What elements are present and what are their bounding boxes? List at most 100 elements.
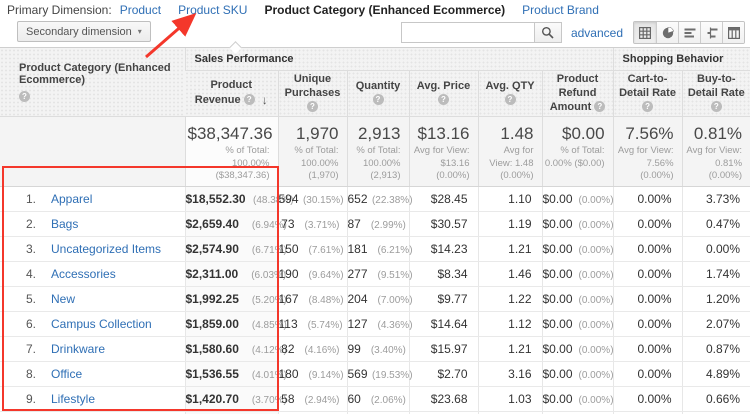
- pivot-view-button[interactable]: [722, 22, 744, 43]
- help-icon[interactable]: ?: [594, 100, 606, 112]
- revenue-cell: $1,859.00 (4.85%): [184, 311, 287, 338]
- dimension-column-header[interactable]: Product Category (Enhanced Ecommerce) ?: [0, 46, 185, 118]
- category-cell: 7. Drinkware: [0, 336, 185, 363]
- table-row: 3. Uncategorized Items $2,574.90 (6.71%) 1…: [0, 236, 750, 263]
- totals-unique-purchases: 1,970 % of Total: 100.00% (1,970): [277, 116, 347, 188]
- quantity-percent: (19.53%): [371, 370, 413, 382]
- row-index: 9.: [25, 392, 36, 407]
- refund-value: $0.00: [542, 392, 573, 407]
- column-header-product-revenue[interactable]: Product Revenue ? ↓: [185, 69, 278, 118]
- help-icon[interactable]: ?: [243, 94, 255, 105]
- category-link[interactable]: Accessories: [51, 267, 116, 282]
- column-header-avg-qty[interactable]: Avg. QTY ?: [477, 69, 542, 118]
- secondary-dimension-button[interactable]: Secondary dimension ▾: [17, 21, 151, 42]
- cart-to-detail-cell: 0.00%: [612, 361, 683, 388]
- cart-to-detail-cell: 0.00%: [612, 311, 683, 338]
- column-header-avg-price[interactable]: Avg. Price ?: [408, 69, 478, 118]
- tab-product-category-enhanced-ecommerce-[interactable]: Product Category (Enhanced Ecommerce): [264, 3, 506, 17]
- category-link[interactable]: Apparel: [51, 192, 93, 207]
- unique-purchases-value: 167: [278, 292, 299, 307]
- pie-chart-icon: [662, 26, 674, 38]
- category-cell: 1. Apparel: [0, 186, 185, 213]
- avg-price-cell: $2.70: [408, 361, 478, 388]
- avg-qty-cell: 1.46: [477, 261, 542, 288]
- quantity-value: 99: [347, 342, 361, 357]
- performance-view-button[interactable]: [678, 22, 700, 43]
- row-index: 3.: [25, 242, 36, 257]
- percentage-view-button[interactable]: [656, 22, 678, 43]
- help-icon[interactable]: ?: [642, 100, 654, 112]
- refund-cell: $0.00(0.00%): [541, 286, 614, 313]
- revenue-percent: (3.70%): [251, 395, 287, 407]
- cart-to-detail-cell: 0.00%: [612, 211, 683, 238]
- advanced-search-link[interactable]: advanced: [570, 25, 623, 40]
- tab-product[interactable]: Product: [119, 3, 162, 17]
- revenue-value: $1,420.70: [185, 392, 239, 407]
- category-cell: 10.Clearance: [0, 411, 185, 414]
- avg-qty-cell: 1.21: [477, 236, 542, 263]
- help-icon[interactable]: ?: [710, 100, 722, 112]
- revenue-value: $1,992.25: [185, 292, 239, 307]
- help-icon[interactable]: ?: [438, 93, 449, 105]
- tab-product-sku[interactable]: Product SKU: [178, 3, 248, 17]
- column-header-unique-purchases[interactable]: Unique Purchases ?: [277, 69, 347, 118]
- quantity-percent: (22.38%): [371, 195, 413, 207]
- totals-cart-to-detail-rate: 7.56% Avg for View: 7.56% (0.00%): [612, 116, 683, 188]
- avg-qty-cell: 1.52: [477, 411, 542, 414]
- refund-percent: (0.00%): [578, 295, 614, 307]
- cart-to-detail-cell: 0.00%: [612, 186, 683, 213]
- refund-cell: $0.00(0.00%): [541, 186, 614, 213]
- quantity-cell: 181 (6.21%): [346, 236, 413, 263]
- avg-qty-cell: 1.22: [477, 286, 542, 313]
- comparison-view-button[interactable]: [700, 22, 722, 43]
- revenue-percent: (4.85%): [251, 320, 287, 332]
- buy-to-detail-cell: 0.00%: [681, 411, 750, 414]
- unique-purchases-value: 594: [278, 192, 299, 207]
- cart-to-detail-cell: 0.00%: [612, 411, 683, 414]
- report-toolbar: Secondary dimension ▾ advanced: [0, 20, 750, 47]
- help-icon[interactable]: ?: [504, 93, 516, 105]
- refund-percent: (0.00%): [578, 370, 614, 382]
- search-input[interactable]: [400, 22, 534, 43]
- avg-qty-cell: 1.03: [477, 386, 542, 413]
- column-header-product-refund-amount[interactable]: Product Refund Amount ?: [541, 69, 614, 118]
- avg-price-cell: $14.64: [408, 311, 478, 338]
- unique-purchases-value: 150: [278, 242, 299, 257]
- category-link[interactable]: Lifestyle: [51, 392, 96, 407]
- revenue-percent: (5.20%): [251, 295, 287, 307]
- unique-purchases-percent: (30.15%): [302, 195, 344, 207]
- category-link[interactable]: Drinkware: [51, 342, 106, 357]
- refund-cell: $0.00(0.00%): [541, 411, 614, 414]
- avg-price-cell: $30.57: [408, 211, 478, 238]
- data-table-view-button[interactable]: [634, 22, 656, 43]
- help-icon[interactable]: ?: [19, 90, 30, 102]
- category-link[interactable]: Office: [51, 367, 83, 382]
- tab-product-brand[interactable]: Product Brand: [522, 3, 599, 17]
- table-row: 4. Accessories $2,311.00 (6.03%) 190 (9.64%…: [0, 261, 750, 288]
- category-link[interactable]: Bags: [51, 217, 79, 232]
- category-link[interactable]: Campus Collection: [51, 317, 152, 332]
- category-link[interactable]: Uncategorized Items: [51, 242, 162, 257]
- revenue-value: $2,574.90: [185, 242, 239, 257]
- sort-descending-icon[interactable]: ↓: [261, 93, 268, 107]
- help-icon[interactable]: ?: [307, 100, 318, 112]
- category-link[interactable]: New: [51, 292, 76, 307]
- search-button[interactable]: [533, 22, 562, 43]
- unique-purchases-cell: 73 (3.71%): [277, 211, 347, 238]
- cart-to-detail-cell: 0.00%: [612, 336, 683, 363]
- column-header-buy-to-detail-rate[interactable]: Buy-to-Detail Rate ?: [681, 69, 750, 118]
- revenue-percent: (4.12%): [251, 345, 287, 357]
- help-icon[interactable]: ?: [372, 93, 384, 105]
- avg-qty-cell: 1.12: [477, 311, 542, 338]
- column-header-quantity[interactable]: Quantity ?: [346, 69, 409, 118]
- unique-purchases-value: 190: [278, 267, 299, 282]
- bar-chart-icon: [684, 28, 695, 37]
- revenue-cell: $1,420.70 (3.70%): [184, 386, 287, 413]
- quantity-cell: 87 (2.99%): [346, 211, 409, 238]
- refund-value: $0.00: [542, 267, 573, 282]
- column-header-cart-to-detail-rate[interactable]: Cart-to-Detail Rate ?: [612, 69, 683, 118]
- quantity-cell: 99 (3.40%): [346, 336, 409, 363]
- row-index: 5.: [25, 292, 36, 307]
- avg-price-cell: $23.68: [408, 386, 478, 413]
- report-table: Product Category (Enhanced Ecommerce) ? …: [0, 46, 750, 414]
